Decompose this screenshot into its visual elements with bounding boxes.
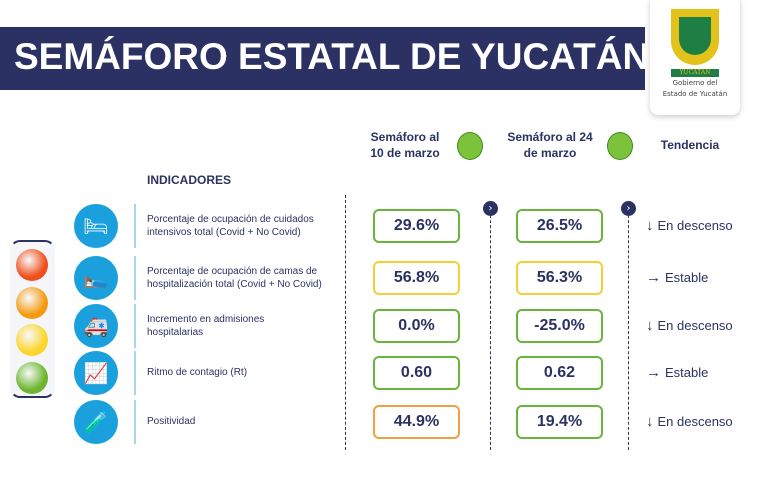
chevron-right-icon: › bbox=[483, 201, 498, 216]
value-10-marzo: 0.0% bbox=[373, 309, 460, 343]
value-24-marzo: 26.5% bbox=[516, 209, 603, 243]
indicator-label: Porcentaje de ocupación de cuidados inten… bbox=[147, 214, 314, 239]
arrow-right-icon: → bbox=[646, 269, 661, 286]
logo-caption-1: Gobierno del bbox=[672, 79, 718, 87]
separator bbox=[134, 400, 136, 444]
trend-label: Estable bbox=[665, 270, 709, 285]
chart-icon: 📈 bbox=[74, 351, 118, 395]
icu-bed-icon: 🛏 bbox=[74, 204, 118, 248]
label-line: Porcentaje de ocupación de camas de bbox=[147, 266, 318, 277]
logo: YUCATAN Gobierno del Estado de Yucatán bbox=[650, 0, 740, 115]
value-24-marzo: 0.62 bbox=[516, 356, 603, 390]
indicators-heading: INDICADORES bbox=[147, 173, 232, 187]
logo-text: YUCATAN bbox=[671, 69, 719, 77]
trend: ↓ En descenso bbox=[646, 217, 733, 234]
label-line: Porcentaje de ocupación de cuidados bbox=[147, 214, 314, 225]
page-title: SEMÁFORO ESTATAL DE YUCATÁN bbox=[14, 36, 650, 77]
column-header-10-marzo: Semáforo al 10 de marzo bbox=[355, 129, 455, 161]
indicator-label: Ritmo de contagio (Rt) bbox=[147, 367, 247, 380]
status-dot-10-marzo bbox=[457, 132, 483, 160]
arrow-down-icon: ↓ bbox=[646, 413, 654, 430]
swab-icon: 🧪 bbox=[74, 400, 118, 444]
value-10-marzo: 29.6% bbox=[373, 209, 460, 243]
value-10-marzo: 56.8% bbox=[373, 261, 460, 295]
value-24-marzo: 19.4% bbox=[516, 405, 603, 439]
traffic-light-lamp bbox=[16, 249, 48, 281]
arrow-right-icon: → bbox=[646, 364, 661, 381]
col2-line1: Semáforo al 24 bbox=[507, 130, 593, 144]
arrow-down-icon: ↓ bbox=[646, 317, 654, 334]
arrow-down-icon: ↓ bbox=[646, 217, 654, 234]
status-dot-24-marzo bbox=[607, 132, 633, 160]
col2-line2: de marzo bbox=[523, 146, 577, 160]
trend: → Estable bbox=[646, 269, 708, 286]
value-10-marzo: 0.60 bbox=[373, 356, 460, 390]
indicator-label: Incremento en admisiones hospitalarias bbox=[147, 314, 264, 339]
title-banner bbox=[0, 27, 645, 90]
column-header-24-marzo: Semáforo al 24 de marzo bbox=[495, 129, 605, 161]
value-10-marzo: 44.9% bbox=[373, 405, 460, 439]
logo-caption-2: Estado de Yucatán bbox=[662, 90, 728, 98]
label-line: hospitalarias bbox=[147, 326, 204, 338]
trend: ↓ En descenso bbox=[646, 413, 733, 430]
chevron-right-icon: › bbox=[621, 201, 636, 216]
label-line: Incremento en admisiones bbox=[147, 314, 265, 325]
divider bbox=[345, 195, 346, 450]
separator bbox=[134, 304, 136, 348]
trend-label: En descenso bbox=[657, 218, 733, 233]
label-line: Ritmo de contagio (Rt) bbox=[147, 367, 248, 378]
hospital-bed-icon: 🛌 bbox=[74, 256, 118, 300]
ambulance-icon: 🚑 bbox=[74, 304, 118, 348]
col1-line2: 10 de marzo bbox=[370, 146, 440, 160]
label-line: Positividad bbox=[147, 416, 196, 427]
trend: ↓ En descenso bbox=[646, 317, 733, 334]
traffic-light-lamp bbox=[16, 324, 48, 356]
label-line: hospitalización total (Covid + No Covid) bbox=[147, 278, 322, 290]
trend-label: Estable bbox=[665, 365, 709, 380]
value-24-marzo: -25.0% bbox=[516, 309, 603, 343]
trend-label: En descenso bbox=[657, 318, 733, 333]
divider bbox=[628, 205, 629, 450]
separator bbox=[134, 204, 136, 248]
coat-of-arms-icon bbox=[671, 9, 719, 65]
col1-line1: Semáforo al bbox=[370, 130, 440, 144]
trend: → Estable bbox=[646, 364, 708, 381]
divider bbox=[490, 205, 491, 450]
column-header-trend: Tendencia bbox=[660, 138, 720, 152]
value-24-marzo: 56.3% bbox=[516, 261, 603, 295]
indicator-label: Porcentaje de ocupación de camas de hospi… bbox=[147, 266, 322, 291]
trend-label: En descenso bbox=[657, 414, 733, 429]
traffic-light-lamp bbox=[16, 286, 48, 319]
separator bbox=[134, 256, 136, 300]
separator bbox=[134, 351, 136, 395]
indicator-label: Positividad bbox=[147, 416, 195, 429]
traffic-light-lamp bbox=[16, 361, 48, 394]
label-line: intensivos total (Covid + No Covid) bbox=[147, 226, 301, 238]
